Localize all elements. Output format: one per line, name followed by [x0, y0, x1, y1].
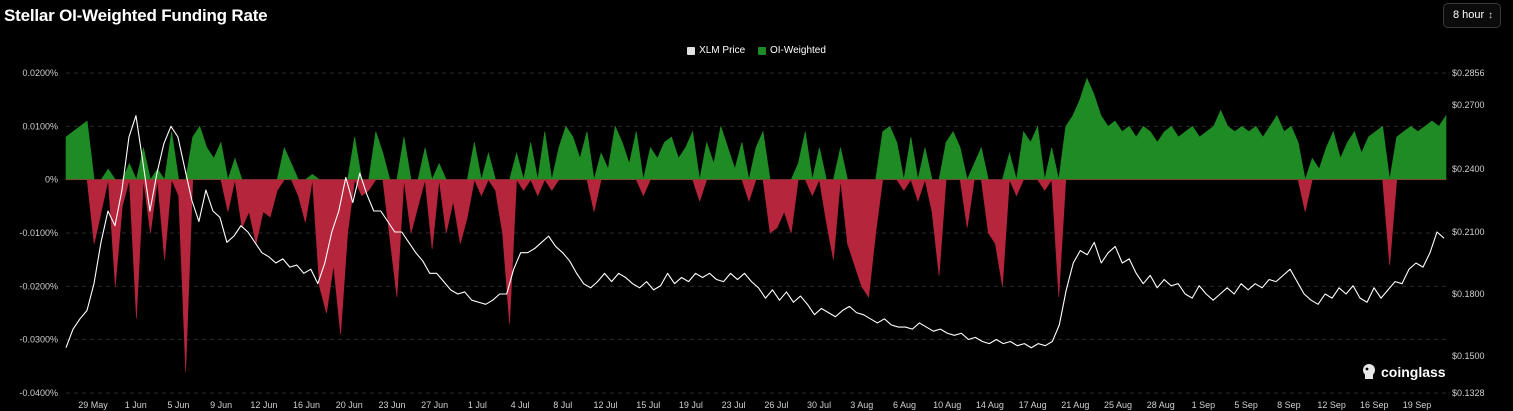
x-tick-label: 10 Aug: [933, 400, 961, 410]
series-oi-weighted-negative: [66, 178, 1446, 372]
x-tick-label: 23 Jul: [722, 400, 746, 410]
x-tick-label: 29 May: [78, 400, 108, 410]
chevron-updown-icon: ↕: [1488, 10, 1493, 21]
brand-watermark: coinglass: [1360, 363, 1446, 381]
x-tick-label: 4 Jul: [511, 400, 530, 410]
x-tick-label: 14 Aug: [976, 400, 1004, 410]
legend-label-oi-weighted: OI-Weighted: [769, 45, 826, 56]
x-tick-label: 15 Jul: [636, 400, 660, 410]
x-tick-label: 19 Sep: [1403, 400, 1432, 410]
y-left-tick-label: -0.0200%: [19, 281, 58, 291]
legend-swatch-oi-weighted: [757, 46, 766, 55]
y-right-tick-label: $0.2856: [1452, 68, 1485, 78]
y-left-tick-label: 0.0200%: [22, 68, 58, 78]
y-right-tick-label: $0.2700: [1452, 100, 1485, 110]
chart-legend: XLM Price OI-Weighted: [0, 45, 1513, 58]
x-tick-label: 1 Jul: [468, 400, 487, 410]
x-tick-label: 6 Aug: [893, 400, 916, 410]
x-tick-label: 12 Sep: [1317, 400, 1346, 410]
x-tick-label: 5 Sep: [1234, 400, 1258, 410]
y-left-tick-label: -0.0300%: [19, 335, 58, 345]
interval-select[interactable]: 8 hour ↕: [1443, 3, 1501, 28]
y-right-tick-label: $0.2100: [1452, 227, 1485, 237]
y-left-tick-label: 0%: [45, 175, 58, 185]
y-right-tick-label: $0.1500: [1452, 351, 1485, 361]
y-left-tick-label: -0.0400%: [19, 388, 58, 398]
x-tick-label: 30 Jul: [807, 400, 831, 410]
x-tick-label: 17 Aug: [1019, 400, 1047, 410]
x-tick-label: 25 Aug: [1104, 400, 1132, 410]
y-right-tick-label: $0.1800: [1452, 289, 1485, 299]
legend-swatch-price: [687, 46, 696, 55]
y-left-tick-label: -0.0100%: [19, 228, 58, 238]
x-tick-label: 26 Jul: [764, 400, 788, 410]
interval-label: 8 hour: [1453, 9, 1485, 21]
series-oi-weighted-positive: [65, 77, 1447, 181]
legend-item-price[interactable]: XLM Price: [687, 45, 745, 56]
x-tick-label: 5 Jun: [167, 400, 189, 410]
x-tick-label: 12 Jun: [250, 400, 277, 410]
coinglass-logo-icon: [1363, 364, 1375, 379]
x-tick-label: 16 Sep: [1360, 400, 1389, 410]
x-tick-label: 27 Jun: [421, 400, 448, 410]
brand-name: coinglass: [1381, 364, 1446, 380]
x-tick-label: 20 Jun: [336, 400, 363, 410]
x-tick-label: 16 Jun: [293, 400, 320, 410]
y-right-tick-label: $0.1328: [1452, 388, 1485, 398]
x-tick-label: 19 Jul: [679, 400, 703, 410]
y-left-tick-label: 0.0100%: [22, 121, 58, 131]
x-tick-label: 8 Jul: [553, 400, 572, 410]
x-tick-label: 1 Jun: [125, 400, 147, 410]
x-tick-label: 21 Aug: [1061, 400, 1089, 410]
x-tick-label: 9 Jun: [210, 400, 232, 410]
legend-item-oi-weighted[interactable]: OI-Weighted: [757, 45, 826, 56]
x-tick-label: 28 Aug: [1147, 400, 1175, 410]
page-title: Stellar OI-Weighted Funding Rate: [4, 6, 268, 25]
legend-label-price: XLM Price: [699, 45, 746, 56]
x-tick-label: 1 Sep: [1192, 400, 1216, 410]
x-tick-label: 23 Jun: [378, 400, 405, 410]
y-right-tick-label: $0.2400: [1452, 164, 1485, 174]
x-tick-label: 12 Jul: [594, 400, 618, 410]
series-xlm-price: [65, 115, 1445, 349]
x-tick-label: 3 Aug: [850, 400, 873, 410]
x-tick-label: 8 Sep: [1277, 400, 1301, 410]
